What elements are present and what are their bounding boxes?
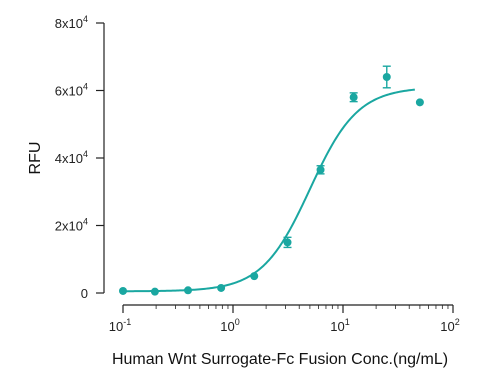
y-tick-label: 8x104	[55, 14, 88, 31]
data-point	[283, 238, 292, 247]
x-tick-label: 102	[440, 317, 459, 334]
fit-curve	[123, 88, 415, 293]
y-tick-label: 2x104	[55, 217, 88, 234]
data-point	[349, 93, 358, 102]
x-axis-title: Human Wnt Surrogate-Fc Fusion Conc.(ng/m…	[112, 351, 448, 368]
data-point	[316, 165, 325, 174]
x-tick-label: 10-1	[109, 317, 131, 334]
data-point	[217, 283, 226, 292]
data-point	[415, 98, 424, 107]
x-tick-label: 101	[330, 317, 349, 334]
data-point	[119, 286, 127, 295]
y-tick-label: 4x104	[55, 149, 88, 166]
data-point	[250, 272, 259, 281]
data-point	[382, 73, 391, 81]
data-point	[150, 287, 159, 296]
y-tick-label: 0	[81, 286, 88, 301]
data-point	[184, 286, 193, 295]
y-tick-label: 6x104	[55, 82, 88, 99]
x-tick-label: 100	[220, 317, 239, 334]
y-axis-title: RFU	[27, 142, 44, 175]
